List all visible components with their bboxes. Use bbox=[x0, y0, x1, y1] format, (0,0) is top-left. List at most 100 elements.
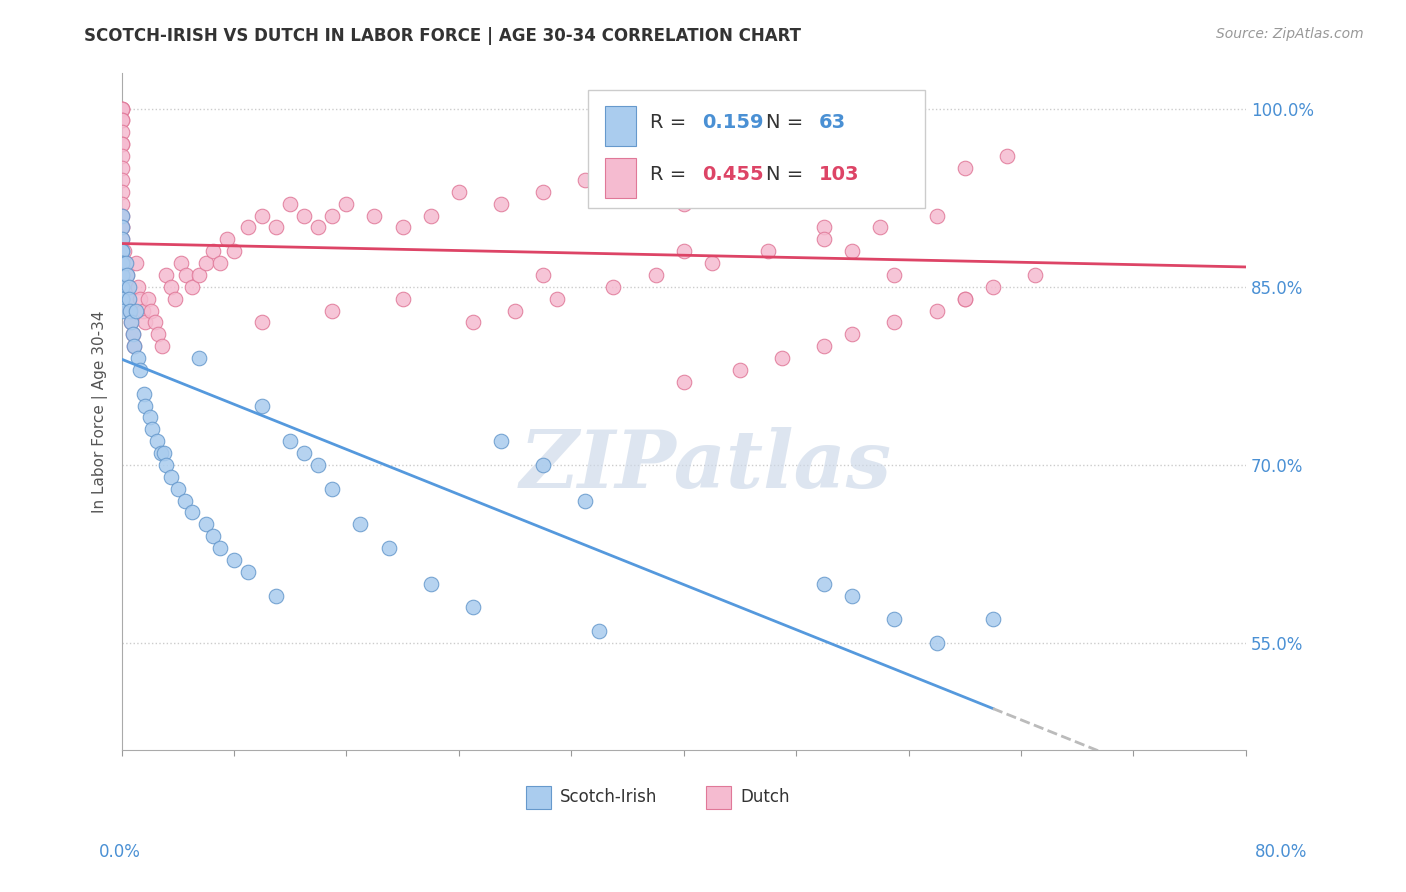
Point bbox=[110, 137, 132, 152]
Point bbox=[700, 256, 723, 270]
Point bbox=[114, 256, 136, 270]
Y-axis label: In Labor Force | Age 30-34: In Labor Force | Age 30-34 bbox=[93, 310, 108, 513]
Point bbox=[112, 244, 135, 259]
Point bbox=[127, 351, 149, 365]
Point bbox=[813, 339, 835, 353]
Point bbox=[588, 624, 610, 639]
Point bbox=[110, 244, 132, 259]
Point bbox=[250, 209, 273, 223]
Point bbox=[215, 232, 238, 246]
Point bbox=[883, 268, 905, 282]
Point bbox=[110, 220, 132, 235]
Point bbox=[644, 268, 666, 282]
Point bbox=[841, 589, 863, 603]
Point bbox=[531, 185, 554, 199]
Point bbox=[110, 113, 132, 128]
Point bbox=[222, 553, 245, 567]
Point bbox=[141, 422, 163, 436]
Point bbox=[159, 279, 181, 293]
Bar bbox=[605, 106, 637, 146]
Text: 0.455: 0.455 bbox=[702, 165, 763, 184]
Text: N =: N = bbox=[766, 165, 810, 184]
Point bbox=[292, 209, 315, 223]
Point bbox=[728, 185, 751, 199]
Text: SCOTCH-IRISH VS DUTCH IN LABOR FORCE | AGE 30-34 CORRELATION CHART: SCOTCH-IRISH VS DUTCH IN LABOR FORCE | A… bbox=[84, 27, 801, 45]
Point bbox=[728, 363, 751, 377]
Point bbox=[187, 351, 209, 365]
Point bbox=[146, 327, 169, 342]
Point bbox=[187, 268, 209, 282]
Point bbox=[925, 636, 948, 650]
Text: Dutch: Dutch bbox=[740, 789, 789, 806]
Text: N =: N = bbox=[766, 113, 810, 132]
Point bbox=[110, 268, 132, 282]
Point bbox=[128, 363, 150, 377]
Point bbox=[321, 482, 343, 496]
Point bbox=[201, 529, 224, 543]
Point bbox=[110, 292, 132, 306]
Text: Scotch-Irish: Scotch-Irish bbox=[560, 789, 658, 806]
Text: 80.0%: 80.0% bbox=[1256, 843, 1308, 861]
Text: 0.0%: 0.0% bbox=[98, 843, 141, 861]
Point bbox=[143, 315, 166, 329]
Point bbox=[672, 196, 695, 211]
Point bbox=[574, 173, 596, 187]
Point bbox=[118, 303, 141, 318]
Point bbox=[194, 517, 217, 532]
Point bbox=[841, 244, 863, 259]
Point bbox=[120, 315, 142, 329]
Point bbox=[122, 339, 145, 353]
Point bbox=[110, 256, 132, 270]
Point bbox=[110, 149, 132, 163]
Point bbox=[110, 279, 132, 293]
Point bbox=[173, 493, 195, 508]
Point bbox=[180, 505, 202, 519]
Point bbox=[672, 375, 695, 389]
Point bbox=[447, 185, 470, 199]
Point bbox=[139, 303, 162, 318]
Point bbox=[489, 196, 512, 211]
Point bbox=[883, 612, 905, 626]
Point bbox=[813, 232, 835, 246]
Point bbox=[121, 327, 143, 342]
Point bbox=[335, 196, 357, 211]
Point bbox=[110, 102, 132, 116]
Point bbox=[149, 446, 172, 460]
Point bbox=[110, 102, 132, 116]
Point bbox=[115, 268, 138, 282]
Point bbox=[134, 315, 156, 329]
Point bbox=[110, 268, 132, 282]
Point bbox=[531, 268, 554, 282]
Bar bbox=[526, 786, 551, 809]
Bar bbox=[706, 786, 731, 809]
Point bbox=[292, 446, 315, 460]
Point bbox=[110, 232, 132, 246]
Point bbox=[132, 386, 155, 401]
Point bbox=[150, 339, 173, 353]
Point bbox=[419, 209, 441, 223]
Point bbox=[194, 256, 217, 270]
Point bbox=[122, 339, 145, 353]
Point bbox=[208, 541, 231, 555]
Point bbox=[127, 279, 149, 293]
Point bbox=[531, 458, 554, 472]
Point bbox=[236, 565, 259, 579]
Point bbox=[155, 458, 177, 472]
Point bbox=[110, 244, 132, 259]
Point bbox=[546, 292, 568, 306]
Point bbox=[110, 256, 132, 270]
Point bbox=[110, 209, 132, 223]
Point bbox=[110, 102, 132, 116]
Point bbox=[925, 209, 948, 223]
Point bbox=[785, 173, 807, 187]
Point bbox=[163, 292, 186, 306]
Point bbox=[110, 303, 132, 318]
Point bbox=[117, 279, 139, 293]
Point bbox=[813, 576, 835, 591]
Point bbox=[145, 434, 167, 449]
Point bbox=[110, 185, 132, 199]
Point bbox=[419, 576, 441, 591]
Point bbox=[117, 279, 139, 293]
Point bbox=[307, 220, 329, 235]
Text: R =: R = bbox=[650, 113, 692, 132]
